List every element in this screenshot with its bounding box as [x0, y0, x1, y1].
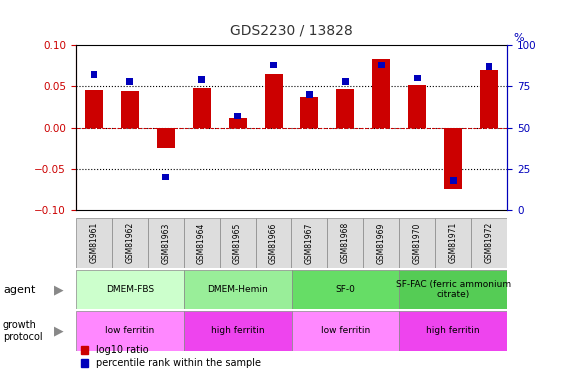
Text: low ferritin: low ferritin — [105, 326, 154, 335]
Bar — [85, 90, 103, 128]
Text: growth
protocol: growth protocol — [3, 320, 43, 342]
Bar — [408, 85, 426, 128]
Bar — [192, 88, 210, 128]
Bar — [292, 270, 399, 309]
Bar — [265, 74, 283, 128]
Bar — [255, 217, 292, 268]
Text: GSM81971: GSM81971 — [449, 222, 458, 263]
Text: GSM81961: GSM81961 — [89, 222, 99, 263]
Bar — [399, 217, 436, 268]
Text: ▶: ▶ — [54, 324, 63, 338]
Bar — [450, 177, 456, 184]
Text: ▶: ▶ — [54, 283, 63, 296]
Text: SF-FAC (ferric ammonium
citrate): SF-FAC (ferric ammonium citrate) — [396, 280, 511, 299]
Bar — [163, 174, 169, 180]
Bar — [76, 270, 184, 309]
Text: GSM81968: GSM81968 — [341, 222, 350, 263]
Bar — [157, 128, 175, 148]
Text: DMEM-FBS: DMEM-FBS — [106, 285, 154, 294]
Text: high ferritin: high ferritin — [211, 326, 264, 335]
Bar — [363, 217, 399, 268]
Legend: log10 ratio, percentile rank within the sample: log10 ratio, percentile rank within the … — [80, 345, 261, 368]
Bar — [90, 71, 97, 78]
Text: SF-0: SF-0 — [335, 285, 356, 294]
Bar — [292, 311, 399, 351]
Bar — [414, 75, 420, 81]
Text: GSM81969: GSM81969 — [377, 222, 386, 264]
Text: GSM81963: GSM81963 — [161, 222, 170, 264]
Text: low ferritin: low ferritin — [321, 326, 370, 335]
Text: GSM81965: GSM81965 — [233, 222, 242, 264]
Bar — [234, 112, 241, 119]
Bar — [127, 78, 133, 85]
Bar — [378, 62, 385, 68]
Bar — [436, 217, 471, 268]
Bar — [471, 217, 507, 268]
Bar — [342, 78, 349, 85]
Bar — [292, 217, 328, 268]
Text: GSM81967: GSM81967 — [305, 222, 314, 264]
Bar — [328, 217, 363, 268]
Bar — [229, 118, 247, 128]
Bar — [112, 217, 147, 268]
Text: DMEM-Hemin: DMEM-Hemin — [207, 285, 268, 294]
Bar — [480, 70, 498, 128]
Text: GDS2230 / 13828: GDS2230 / 13828 — [230, 24, 353, 38]
Bar — [198, 76, 205, 83]
Text: GSM81972: GSM81972 — [484, 222, 494, 263]
Bar — [399, 270, 507, 309]
Bar — [76, 217, 112, 268]
Bar — [271, 62, 277, 68]
Bar — [184, 217, 220, 268]
Bar — [300, 97, 318, 128]
Text: GSM81964: GSM81964 — [197, 222, 206, 264]
Text: GSM81966: GSM81966 — [269, 222, 278, 264]
Text: %: % — [514, 33, 524, 44]
Bar — [147, 217, 184, 268]
Text: agent: agent — [3, 285, 36, 295]
Bar — [373, 59, 391, 128]
Text: GSM81962: GSM81962 — [125, 222, 134, 263]
Bar — [220, 217, 255, 268]
Bar — [121, 91, 139, 128]
Bar — [444, 128, 462, 189]
Bar — [184, 311, 292, 351]
Bar — [399, 311, 507, 351]
Bar — [306, 91, 312, 98]
Bar — [76, 311, 184, 351]
Text: high ferritin: high ferritin — [427, 326, 480, 335]
Text: GSM81970: GSM81970 — [413, 222, 422, 264]
Bar — [184, 270, 292, 309]
Bar — [486, 63, 493, 70]
Bar — [336, 89, 354, 128]
